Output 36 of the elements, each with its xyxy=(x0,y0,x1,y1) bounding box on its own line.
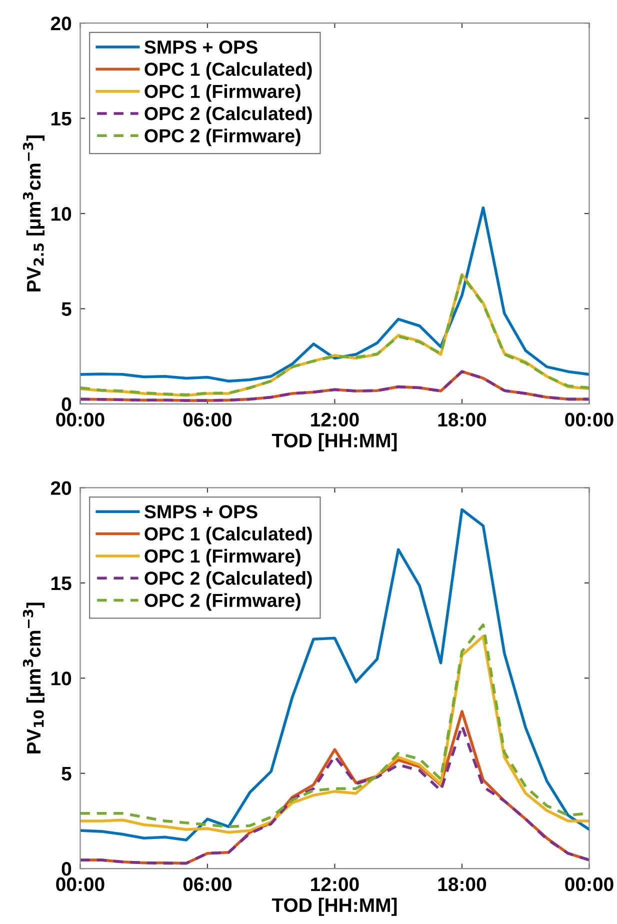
legend-label: SMPS + OPS xyxy=(144,40,258,54)
legend-label: OPC 1 (Calculated) xyxy=(144,526,312,544)
legend-label: OPC 2 (Firmware) xyxy=(144,128,300,146)
x-tick-label: 12:00 xyxy=(311,412,359,427)
x-axis-title: TOD [HH:MM] xyxy=(272,898,397,916)
y-tick-label: 15 xyxy=(51,112,72,126)
x-tick-label: 00:00 xyxy=(56,412,104,427)
x-tick-label: 18:00 xyxy=(438,412,486,427)
x-tick-label: 12:00 xyxy=(311,877,359,892)
y-axis-title: PV$_{10}$ [μm$^{3}$cm$^{−3}$] xyxy=(22,602,44,754)
line-series xyxy=(80,206,590,382)
x-tick-label: 00:00 xyxy=(56,877,104,892)
legend-label: OPC 1 (Calculated) xyxy=(144,62,312,80)
y-tick-label: 5 xyxy=(62,767,72,781)
legend-label: OPC 2 (Calculated) xyxy=(144,571,312,589)
legend-label: OPC 1 (Firmware) xyxy=(144,84,300,102)
y-tick-label: 10 xyxy=(51,206,72,221)
y-tick-label: 0 xyxy=(62,862,72,876)
legend-label: SMPS + OPS xyxy=(144,505,258,518)
x-tick-label: 06:00 xyxy=(183,877,232,892)
y-tick-label: 10 xyxy=(51,672,72,686)
y-tick-label: 15 xyxy=(51,576,72,590)
x-tick-label: 00:00 xyxy=(565,877,614,892)
line-series xyxy=(80,370,590,402)
x-tick-label: 18:00 xyxy=(438,877,486,892)
x-axis-title: TOD [HH:MM] xyxy=(272,433,397,452)
x-tick-label: 00:00 xyxy=(565,412,614,427)
y-tick-label: 20 xyxy=(50,481,72,495)
legend-label: OPC 1 (Firmware) xyxy=(144,548,300,566)
y-axis-title: PV$_{2.5}$ [μm$^{3}$cm$^{−3}$] xyxy=(22,136,44,292)
y-tick-label: 0 xyxy=(62,397,72,412)
legend-label: OPC 2 (Calculated) xyxy=(144,106,312,124)
y-tick-label: 5 xyxy=(62,302,72,316)
legend-label: OPC 2 (Firmware) xyxy=(144,593,300,611)
x-tick-label: 06:00 xyxy=(183,412,232,427)
y-tick-label: 20 xyxy=(50,16,72,30)
